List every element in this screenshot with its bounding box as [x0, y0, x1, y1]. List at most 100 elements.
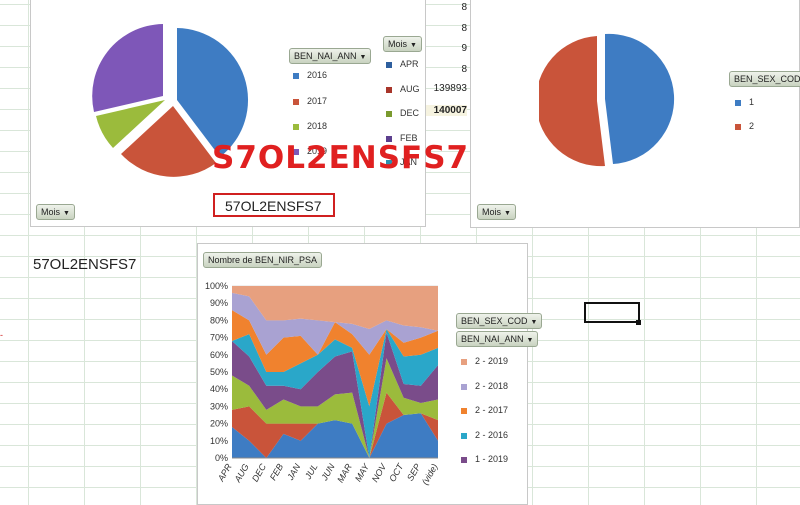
legend-swatch	[461, 432, 467, 439]
legend-label: 2016	[307, 70, 328, 80]
watermark-text: S7OL2ENSFS7	[212, 140, 470, 176]
value-field-button[interactable]: Nombre de BEN_NIR_PSA	[203, 252, 323, 268]
legend-label: 2 - 2018	[475, 381, 509, 391]
legend-swatch	[293, 123, 299, 130]
cell-value-selected[interactable]: 140007	[407, 105, 467, 116]
cell-value[interactable]: 8	[461, 64, 467, 75]
field-button-mois-filter[interactable]: Mois ▼	[36, 204, 75, 220]
legend-item: 2018	[293, 121, 327, 131]
stray-mark: -	[0, 330, 3, 340]
legend-item: 2 - 2017	[461, 405, 508, 415]
pie-chart-panel-1[interactable]: BEN_NAI_ANN ▼ 2016 2017 2018 2019 Mois ▼ A…	[30, 0, 426, 227]
x-tick-label: OCT	[387, 461, 406, 484]
dropdown-arrow-icon: ▼	[530, 319, 538, 326]
legend-item: JAN	[386, 157, 417, 167]
x-tick-label: JAN	[285, 462, 303, 483]
cell-value[interactable]: 9	[461, 43, 467, 54]
legend-item: 2 - 2016	[461, 430, 508, 440]
legend-item: DEC	[386, 108, 419, 118]
highlighted-text-box: 57OL2ENSFS7	[213, 193, 335, 217]
y-tick-label: 70%	[210, 333, 228, 343]
legend-swatch	[735, 99, 741, 106]
x-tick-label: APR	[215, 462, 234, 484]
field-button-ben-sex-cod[interactable]: BEN_SEX_COD▼	[729, 71, 800, 87]
legend-label: 2 - 2019	[475, 356, 509, 366]
selected-cell[interactable]	[584, 302, 640, 323]
legend-swatch	[461, 456, 467, 463]
pie-slice-2018	[96, 100, 165, 148]
legend-label: 1	[749, 97, 755, 107]
field-button-label: Mois	[41, 207, 61, 217]
area-series-6	[232, 292, 438, 355]
legend-label: JAN	[400, 157, 418, 167]
field-button-ben-nai-ann[interactable]: BEN_NAI_ANN ▼	[456, 331, 539, 347]
legend-swatch	[461, 383, 467, 390]
y-tick-label: 100%	[205, 281, 228, 291]
legend-swatch	[293, 72, 299, 79]
field-button-label: Nombre de BEN_NIR_PSA	[208, 255, 318, 265]
dropdown-arrow-icon: ▼	[526, 337, 534, 344]
legend-swatch	[386, 110, 392, 117]
field-button-label: BEN_NAI_ANN	[461, 334, 524, 344]
dropdown-arrow-icon: ▼	[359, 54, 367, 61]
pie-chart-1	[92, 24, 249, 177]
x-tick-label: DEC	[250, 462, 268, 484]
legend-item: 2 - 2018	[461, 381, 508, 391]
x-tick-label: MAR	[335, 462, 354, 485]
legend-item: 2	[735, 121, 754, 131]
pie-chart-panel-2[interactable]: BEN_SEX_COD▼ 1 2 Mois▼	[470, 0, 800, 228]
legend-swatch	[386, 135, 392, 142]
field-button-mois[interactable]: Mois ▼	[477, 204, 516, 220]
legend-label: AUG	[400, 84, 420, 94]
pie-slice-2	[539, 36, 605, 167]
area-series-3	[232, 332, 438, 458]
legend-item: 2019	[293, 146, 327, 156]
area-chart: 0% 10% 20% 30% 40% 50% 60% 70% 80% 90% 100% APRAUGD…	[205, 281, 440, 486]
legend-label: 2019	[307, 146, 328, 156]
legend-label: 2018	[307, 121, 328, 131]
legend-label: DEC	[400, 108, 420, 118]
legend-swatch	[735, 123, 741, 130]
area-series-5	[232, 310, 438, 407]
legend-item: APR	[386, 59, 419, 69]
field-button-label: BEN_SEX_COD	[461, 316, 528, 326]
field-button-label: Mois	[482, 207, 502, 217]
x-tick-label: MAY	[353, 461, 372, 483]
x-tick-label: JUL	[302, 462, 319, 482]
pie-slice-2016	[177, 28, 249, 157]
area-chart-panel[interactable]: Nombre de BEN_NIR_PSA 0% 10% 20% 30% 40% 50% 6…	[197, 243, 543, 505]
legend-item: 1 - 2019	[461, 454, 508, 464]
field-button-ben-sex-cod[interactable]: BEN_SEX_COD▼	[456, 313, 543, 329]
y-tick-label: 60%	[210, 350, 228, 360]
field-button-label: Mois	[388, 39, 408, 49]
legend-item: 2 - 2019	[461, 356, 508, 366]
y-tick-label: 90%	[210, 298, 228, 308]
field-button-label: BEN_SEX_COD	[734, 74, 800, 84]
cell-value[interactable]: 139893	[433, 83, 467, 94]
legend-label: 2 - 2016	[475, 430, 509, 440]
sheet-cell-text[interactable]: 57OL2ENSFS7	[33, 256, 137, 273]
field-button-label: BEN_NAI_ANN	[294, 51, 357, 61]
y-tick-label: 10%	[210, 436, 228, 446]
legend-label: FEB	[400, 133, 418, 143]
legend-swatch	[461, 407, 467, 414]
y-tick-label: 50%	[210, 367, 228, 377]
y-tick-label: 40%	[210, 384, 228, 394]
fill-handle[interactable]	[636, 320, 641, 325]
legend-swatch	[293, 98, 299, 105]
pie-slice-1	[605, 33, 675, 164]
field-button-ben-nai-ann[interactable]: BEN_NAI_ANN ▼	[289, 48, 372, 64]
x-tick-label: (vide)	[420, 462, 440, 486]
legend-swatch	[386, 61, 392, 68]
legend-label: 2	[749, 121, 755, 131]
legend-swatch	[293, 148, 299, 155]
legend-swatch	[461, 358, 467, 365]
legend-item: 2017	[293, 96, 327, 106]
legend-swatch	[386, 159, 392, 166]
y-tick-label: 80%	[210, 315, 228, 325]
cell-value[interactable]: 8	[461, 2, 467, 13]
cell-value[interactable]: 8	[461, 23, 467, 34]
field-button-mois[interactable]: Mois ▼	[383, 36, 422, 52]
area-series-2	[232, 358, 438, 458]
dropdown-arrow-icon: ▼	[410, 42, 417, 49]
